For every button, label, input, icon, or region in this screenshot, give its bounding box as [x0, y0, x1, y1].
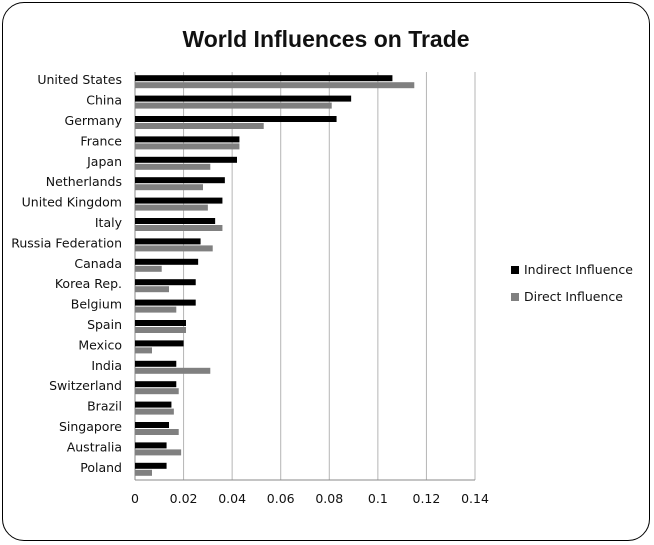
x-tick-label: 0.02: [170, 491, 198, 506]
category-label: Korea Rep.: [55, 276, 122, 291]
indirect-bar: [135, 381, 177, 388]
category-label: France: [80, 133, 122, 148]
direct-bar: [135, 184, 203, 191]
category-label: Australia: [67, 439, 122, 454]
indirect-bar: [135, 401, 172, 408]
direct-bar: [135, 449, 182, 456]
indirect-bar: [135, 462, 167, 469]
direct-bar: [135, 286, 169, 293]
category-label: India: [91, 358, 122, 373]
indirect-bar: [135, 136, 240, 143]
x-tick-label: 0.1: [368, 491, 388, 506]
category-label: United Kingdom: [22, 195, 122, 210]
x-tick-label: 0.12: [413, 491, 441, 506]
direct-bar: [135, 265, 162, 272]
direct-bar: [135, 102, 332, 109]
indirect-bar: [135, 116, 337, 122]
direct-bar: [135, 469, 152, 476]
category-label: Switzerland: [49, 378, 122, 393]
direct-bar: [135, 143, 240, 150]
category-label: Canada: [74, 256, 122, 271]
x-tick-label: 0.14: [461, 491, 489, 506]
indirect-bar: [135, 75, 393, 82]
direct-bar: [135, 225, 223, 231]
indirect-bar: [135, 238, 201, 245]
indirect-bar: [135, 95, 352, 102]
indirect-bar: [135, 422, 169, 428]
category-label: Spain: [87, 317, 122, 332]
direct-bar: [135, 123, 264, 129]
category-label: Belgium: [71, 297, 122, 312]
indirect-bar: [135, 442, 167, 449]
category-label: Germany: [65, 113, 123, 128]
direct-bar: [135, 367, 211, 374]
direct-bar: [135, 408, 174, 415]
category-label: Singapore: [59, 419, 122, 434]
legend-swatch: [511, 266, 519, 274]
chart-title: World Influences on Trade: [182, 26, 469, 52]
direct-bar: [135, 82, 415, 89]
indirect-bar: [135, 279, 196, 286]
indirect-bar: [135, 340, 184, 347]
category-label: United States: [37, 72, 122, 87]
direct-bar: [135, 388, 179, 395]
direct-bar: [135, 347, 152, 354]
category-label: Brazil: [87, 399, 122, 414]
x-tick-label: 0.06: [267, 491, 295, 506]
direct-bar: [135, 429, 179, 435]
x-tick-label: 0.08: [315, 491, 343, 506]
category-label: Mexico: [78, 337, 122, 352]
x-tick-label: 0.04: [218, 491, 246, 506]
indirect-bar: [135, 156, 237, 163]
indirect-bar: [135, 197, 223, 204]
category-label: Poland: [80, 460, 122, 475]
category-label: Japan: [86, 154, 122, 169]
indirect-bar: [135, 258, 199, 265]
direct-bar: [135, 245, 213, 252]
legend-label: Direct Influence: [524, 289, 623, 304]
direct-bar: [135, 163, 211, 170]
indirect-bar: [135, 218, 216, 224]
indirect-bar: [135, 299, 196, 306]
direct-bar: [135, 204, 208, 211]
category-label: Russia Federation: [11, 235, 122, 250]
category-label: China: [86, 93, 122, 108]
direct-bar: [135, 306, 177, 313]
legend-label: Indirect Influence: [524, 262, 633, 277]
category-label: Italy: [95, 215, 123, 230]
indirect-bar: [135, 177, 225, 184]
chart-frame: [2, 2, 650, 541]
indirect-bar: [135, 320, 186, 326]
category-label: Netherlands: [46, 174, 122, 189]
indirect-bar: [135, 360, 177, 367]
direct-bar: [135, 327, 186, 333]
legend-swatch: [511, 293, 519, 301]
x-tick-label: 0: [131, 491, 139, 506]
